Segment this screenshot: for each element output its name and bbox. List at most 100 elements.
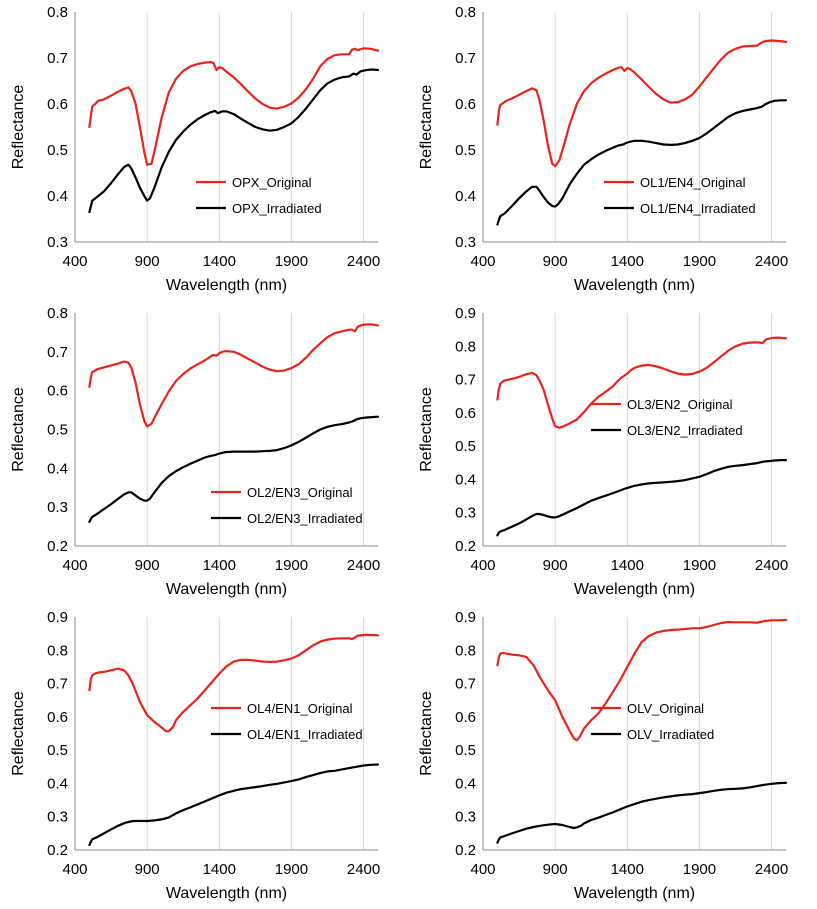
x-tick-label: 2400 — [347, 253, 380, 270]
y-axis-title: Reflectance — [418, 691, 435, 776]
x-axis-title: Wavelength (nm) — [574, 885, 695, 902]
legend-label: OL2/EN3_Original — [247, 485, 353, 500]
series-line-original — [88, 633, 380, 733]
x-tick-label: 2400 — [347, 861, 380, 878]
chart-panel-2: 400 900 1400 1900 2400 0.3 0.4 0.5 0.6 0.7 0.8 Wave… — [418, 4, 788, 294]
y-tick-label: 0.5 — [455, 142, 476, 159]
x-tick-label: 400 — [62, 557, 87, 574]
y-tick-label: 0.4 — [47, 460, 68, 477]
x-tick-label: 2400 — [755, 557, 788, 574]
x-tick-label: 900 — [135, 861, 160, 878]
x-tick-label: 2400 — [755, 861, 788, 878]
x-axis-title: Wavelength (nm) — [166, 277, 287, 294]
x-tick-label: 2400 — [347, 557, 380, 574]
y-tick-label: 0.7 — [47, 344, 68, 361]
x-tick-label: 2400 — [755, 253, 788, 270]
y-tick-label: 0.9 — [47, 609, 68, 626]
y-tick-label: 0.5 — [47, 742, 68, 759]
y-tick-label: 0.8 — [455, 338, 476, 355]
y-axis-title: Reflectance — [10, 85, 27, 170]
y-axis-title: Reflectance — [10, 387, 27, 472]
y-axis-title: Reflectance — [418, 85, 435, 170]
y-tick-label: 0.6 — [455, 709, 476, 726]
legend-label: OLV_Original — [627, 701, 704, 716]
x-tick-label: 1900 — [683, 861, 716, 878]
legend: OL3/EN2_Original OL3/EN2_Irradiated — [591, 397, 743, 438]
legend: OPX_Original OPX_Irradiated — [196, 175, 322, 216]
legend-label: OL2/EN3_Irradiated — [247, 511, 363, 526]
y-tick-label: 0.3 — [455, 505, 476, 522]
y-tick-label: 0.4 — [47, 188, 68, 205]
series-line-irradiated — [496, 99, 788, 226]
y-tick-label: 0.6 — [47, 383, 68, 400]
y-tick-label: 0.7 — [455, 50, 476, 67]
y-tick-label: 0.4 — [455, 775, 476, 792]
series-line-original — [496, 39, 788, 168]
legend-label: OL4/EN1_Irradiated — [247, 727, 363, 742]
x-tick-label: 1400 — [203, 253, 236, 270]
legend-label: OPX_Original — [232, 175, 312, 190]
x-axis-title: Wavelength (nm) — [574, 277, 695, 294]
x-tick-label: 900 — [135, 253, 160, 270]
y-tick-label: 0.3 — [455, 809, 476, 826]
y-tick-label: 0.6 — [47, 709, 68, 726]
y-tick-label: 0.8 — [455, 642, 476, 659]
y-tick-label: 0.2 — [455, 842, 476, 859]
y-tick-label: 0.4 — [47, 775, 68, 792]
y-tick-label: 0.8 — [47, 4, 68, 21]
chart-panel-4: 400 900 1400 1900 2400 0.2 0.3 0.4 0.5 0.6 0.7 0.8 0… — [418, 305, 788, 598]
x-tick-label: 400 — [62, 253, 87, 270]
chart-panel-3: 400 900 1400 1900 2400 0.2 0.3 0.4 0.5 0.6 0.7 0.8 W… — [10, 305, 380, 598]
x-axis-title: Wavelength (nm) — [166, 581, 287, 598]
y-tick-label: 0.7 — [455, 676, 476, 693]
y-tick-label: 0.3 — [455, 234, 476, 251]
legend-label: OLV_Irradiated — [627, 727, 714, 742]
legend-label: OL1/EN4_Original — [640, 175, 746, 190]
x-tick-label: 1900 — [275, 557, 308, 574]
legend-label: OL3/EN2_Irradiated — [627, 423, 743, 438]
x-tick-label: 900 — [135, 557, 160, 574]
x-tick-label: 1400 — [611, 861, 644, 878]
x-tick-label: 1400 — [611, 557, 644, 574]
y-tick-label: 0.8 — [455, 4, 476, 21]
y-tick-label: 0.3 — [47, 809, 68, 826]
y-tick-label: 0.3 — [47, 499, 68, 516]
legend-label: OL4/EN1_Original — [247, 701, 353, 716]
series-line-original — [496, 336, 788, 429]
series-line-irradiated — [496, 781, 788, 844]
y-tick-label: 0.4 — [455, 471, 476, 488]
legend-label: OPX_Irradiated — [232, 201, 322, 216]
y-tick-label: 0.6 — [455, 96, 476, 113]
y-tick-label: 0.7 — [455, 372, 476, 389]
legend-label: OL3/EN2_Original — [627, 397, 733, 412]
series-line-irradiated — [88, 763, 380, 847]
x-tick-label: 1400 — [203, 861, 236, 878]
y-axis-title: Reflectance — [418, 387, 435, 472]
chart-panel-5: 400 900 1400 1900 2400 0.2 0.3 0.4 0.5 0.6 0.7 0.8 0… — [10, 609, 380, 902]
series-line-original — [88, 47, 380, 166]
x-tick-label: 1400 — [611, 253, 644, 270]
legend: OL2/EN3_Original OL2/EN3_Irradiated — [211, 485, 363, 526]
chart-panel-6: 400 900 1400 1900 2400 0.2 0.3 0.4 0.5 0.6 0.7 0.8 0… — [418, 609, 788, 902]
y-tick-label: 0.8 — [47, 305, 68, 322]
legend: OL1/EN4_Original OL1/EN4_Irradiated — [604, 175, 756, 216]
y-tick-label: 0.6 — [455, 405, 476, 422]
x-tick-label: 1900 — [683, 557, 716, 574]
series-line-irradiated — [88, 68, 380, 214]
x-axis-title: Wavelength (nm) — [574, 581, 695, 598]
x-tick-label: 900 — [543, 253, 568, 270]
y-tick-label: 0.2 — [47, 842, 68, 859]
chart-panel-1: 400 900 1400 1900 2400 0.3 0.4 0.5 0.6 0.7 0.8 Wave… — [10, 4, 380, 294]
y-tick-label: 0.7 — [47, 50, 68, 67]
legend-label: OL1/EN4_Irradiated — [640, 201, 756, 216]
y-tick-label: 0.5 — [47, 142, 68, 159]
x-tick-label: 1900 — [275, 861, 308, 878]
series-line-irradiated — [496, 459, 788, 537]
x-tick-label: 400 — [62, 861, 87, 878]
y-tick-label: 0.5 — [47, 422, 68, 439]
legend: OL4/EN1_Original OL4/EN1_Irradiated — [211, 701, 363, 742]
y-tick-label: 0.6 — [47, 96, 68, 113]
x-tick-label: 1900 — [275, 253, 308, 270]
x-tick-label: 400 — [470, 557, 495, 574]
